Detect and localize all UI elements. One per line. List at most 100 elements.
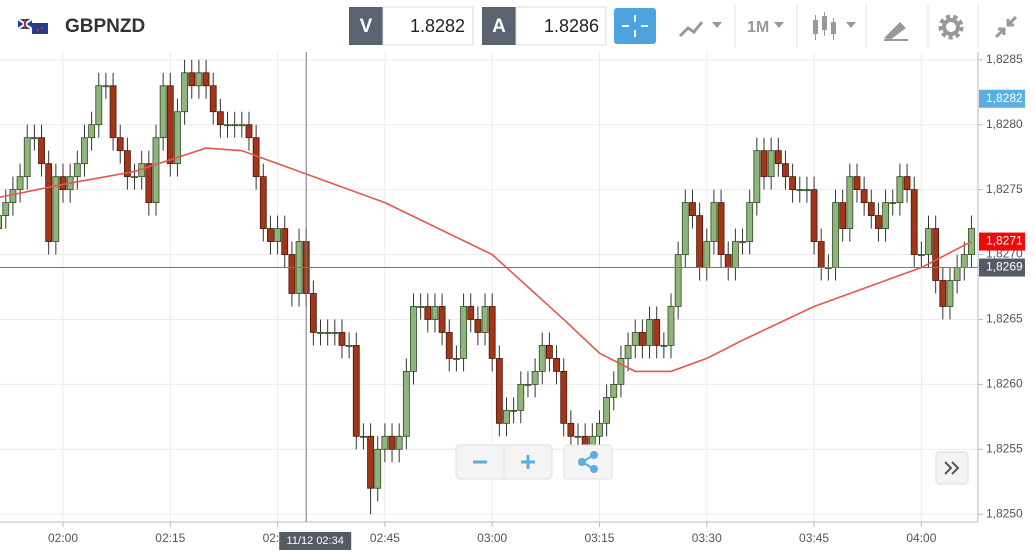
candle-body xyxy=(2,202,10,216)
buy-price-box[interactable] xyxy=(515,6,607,46)
sell-button[interactable] xyxy=(349,7,383,45)
candle-body xyxy=(288,254,296,294)
candle-body xyxy=(352,345,360,437)
crosshair-button[interactable] xyxy=(614,8,656,44)
candle-body xyxy=(424,306,432,320)
zoom-in[interactable] xyxy=(521,455,535,469)
sell-label[interactable]: V xyxy=(360,16,373,37)
candle-body xyxy=(102,85,110,88)
candle-body xyxy=(946,280,954,307)
candle-body xyxy=(181,72,189,113)
y-tick-label: 1,8265 xyxy=(986,312,1023,326)
candle-body xyxy=(317,332,324,334)
candle-body xyxy=(939,280,947,307)
share-button[interactable] xyxy=(563,444,613,480)
candle-body xyxy=(202,72,210,87)
candle-body xyxy=(953,267,961,281)
candle-body xyxy=(960,254,968,268)
candle-body xyxy=(560,370,568,424)
buy-price[interactable]: 1.8286 xyxy=(544,16,599,36)
candle-body xyxy=(875,215,882,229)
candle-body xyxy=(510,409,518,412)
candle-body xyxy=(717,202,725,255)
candle-body xyxy=(553,358,560,372)
candle-body xyxy=(531,370,539,385)
candle-body xyxy=(596,422,603,437)
candle-body xyxy=(696,215,704,268)
y-tick-label: 1,8275 xyxy=(986,182,1023,196)
price-tag xyxy=(979,232,1025,251)
candle-body xyxy=(395,435,403,450)
flag xyxy=(17,18,48,34)
candle-body xyxy=(889,202,897,205)
candle-body xyxy=(38,137,45,165)
share-icon xyxy=(578,451,598,473)
candle-body xyxy=(95,85,103,126)
timeframe-caret[interactable] xyxy=(774,22,784,28)
y-tick-label: 1,8285 xyxy=(986,52,1023,66)
candle-icon[interactable] xyxy=(813,12,856,40)
candle-body xyxy=(410,306,417,372)
candle-body xyxy=(782,163,789,178)
candle-body xyxy=(638,332,646,346)
candle-body xyxy=(546,345,553,359)
candle-body xyxy=(324,332,332,334)
x-tick-label: 04:00 xyxy=(906,531,936,545)
candle-body xyxy=(503,409,510,424)
plot xyxy=(0,52,978,522)
candle-body xyxy=(617,358,625,385)
candle-body xyxy=(517,383,525,411)
timeframe[interactable]: 1M xyxy=(747,19,769,36)
crosshair-x-tag xyxy=(279,532,352,550)
candle-body xyxy=(30,137,38,140)
candle-body xyxy=(238,124,246,127)
y-tick-label: 1,8280 xyxy=(986,117,1023,131)
candle-body xyxy=(724,254,732,268)
y-tick-label: 1,8260 xyxy=(986,377,1023,391)
candle-body xyxy=(910,189,918,255)
candle-body xyxy=(116,137,124,152)
chart-type-icon[interactable] xyxy=(678,21,722,38)
candle-body xyxy=(867,202,875,216)
price-tag xyxy=(979,89,1025,108)
buy-label[interactable]: A xyxy=(492,16,506,37)
candle-body xyxy=(846,176,854,229)
candle-body xyxy=(853,176,861,191)
toolbar-art: GBPNZD V 1.8282 A 1.8286 1M xyxy=(17,4,1018,48)
candle-body xyxy=(281,228,289,255)
candle-body xyxy=(195,72,203,87)
candle-body xyxy=(174,111,181,165)
candle-body xyxy=(331,332,339,334)
price-tag-label: 1,8271 xyxy=(986,234,1023,248)
candle-body xyxy=(245,124,253,139)
candle-body xyxy=(338,332,346,346)
candle-body xyxy=(123,150,131,178)
sell-price-box[interactable] xyxy=(382,6,474,46)
candle-body xyxy=(710,202,718,242)
crosshair-x-label: 11/12 02:34 xyxy=(287,535,344,547)
candle-body xyxy=(674,254,682,307)
candle-body xyxy=(381,435,389,450)
sell-price[interactable]: 1.8282 xyxy=(410,16,465,36)
candle-body xyxy=(839,202,847,229)
candle-body xyxy=(481,306,489,333)
candle-body xyxy=(567,422,575,437)
candle-body xyxy=(789,176,797,191)
collapse-icon[interactable] xyxy=(994,15,1018,39)
candle-body xyxy=(52,176,60,242)
candle-body xyxy=(731,241,739,268)
x-tick-label: 02:45 xyxy=(370,531,400,545)
candle-body xyxy=(603,396,611,424)
candle-body xyxy=(216,111,224,126)
draw-icon[interactable] xyxy=(884,22,908,41)
candle-body xyxy=(774,150,782,165)
candle-body xyxy=(660,345,668,347)
settings-icon[interactable] xyxy=(938,14,964,40)
candle-body xyxy=(231,124,239,127)
candle-body xyxy=(274,228,281,242)
candle-body xyxy=(689,202,696,216)
buy-button[interactable] xyxy=(482,7,516,45)
candle-body xyxy=(0,215,3,229)
chart-background xyxy=(0,52,1034,558)
